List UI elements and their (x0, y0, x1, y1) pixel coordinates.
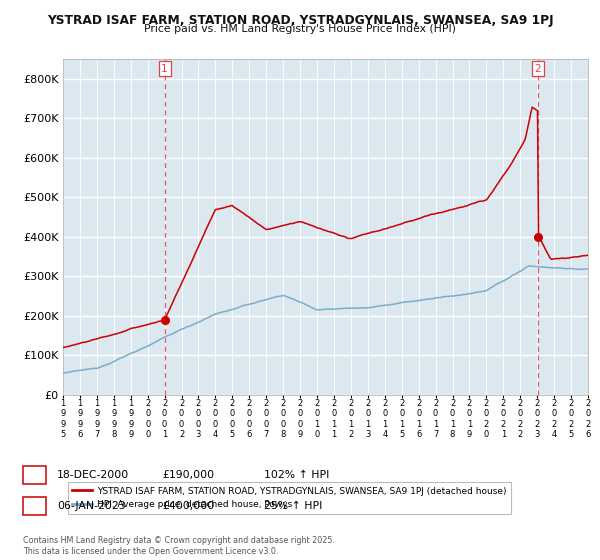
Text: 102% ↑ HPI: 102% ↑ HPI (264, 470, 329, 480)
Text: 1: 1 (161, 64, 168, 74)
Text: YSTRAD ISAF FARM, STATION ROAD, YSTRADGYNLAIS, SWANSEA, SA9 1PJ: YSTRAD ISAF FARM, STATION ROAD, YSTRADGY… (47, 14, 553, 27)
Text: Price paid vs. HM Land Registry's House Price Index (HPI): Price paid vs. HM Land Registry's House … (144, 24, 456, 34)
Text: Contains HM Land Registry data © Crown copyright and database right 2025.
This d: Contains HM Land Registry data © Crown c… (23, 536, 335, 556)
Text: 25% ↑ HPI: 25% ↑ HPI (264, 501, 322, 511)
Text: 2: 2 (31, 501, 38, 511)
Text: 2: 2 (535, 64, 541, 74)
Text: £400,000: £400,000 (162, 501, 214, 511)
Text: £190,000: £190,000 (162, 470, 214, 480)
Legend: YSTRAD ISAF FARM, STATION ROAD, YSTRADGYNLAIS, SWANSEA, SA9 1PJ (detached house): YSTRAD ISAF FARM, STATION ROAD, YSTRADGY… (68, 482, 511, 514)
Text: 18-DEC-2000: 18-DEC-2000 (57, 470, 129, 480)
Text: 1: 1 (31, 470, 38, 480)
Text: 06-JAN-2023: 06-JAN-2023 (57, 501, 125, 511)
